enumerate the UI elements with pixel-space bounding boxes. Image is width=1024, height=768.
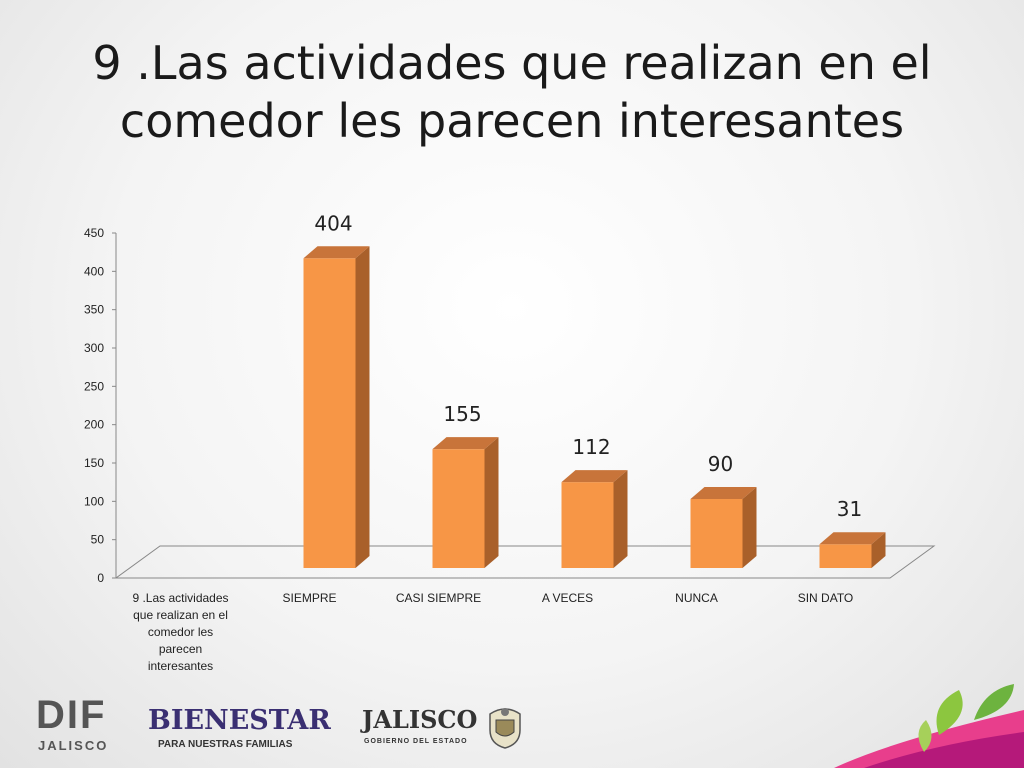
bar-top bbox=[819, 532, 886, 545]
bar bbox=[819, 532, 886, 568]
bar-side bbox=[871, 532, 886, 568]
floor-plane bbox=[114, 545, 936, 579]
bar-side bbox=[742, 487, 757, 568]
y-tick-label: 200 bbox=[84, 418, 104, 432]
bar-front bbox=[303, 258, 356, 568]
bars bbox=[303, 246, 886, 568]
y-tick-label: 50 bbox=[91, 533, 105, 547]
y-tick-label: 300 bbox=[84, 341, 104, 355]
leaf-decoration-icon bbox=[834, 684, 1024, 768]
data-label: 112 bbox=[572, 435, 610, 459]
footer-logos: DIF JALISCO BIENESTAR PARA NUESTRAS FAMI… bbox=[0, 680, 1024, 768]
jalisco-logo-sub: GOBIERNO DEL ESTADO bbox=[364, 738, 468, 745]
bar-side bbox=[484, 437, 499, 568]
y-tick-label: 100 bbox=[84, 494, 104, 508]
y-tick-label: 250 bbox=[84, 379, 104, 393]
bar-front bbox=[432, 449, 485, 568]
bar-top bbox=[432, 437, 499, 450]
slide-title: 9 .Las actividades que realizan en el co… bbox=[92, 36, 932, 148]
y-tick-label: 150 bbox=[84, 456, 104, 470]
bar-front bbox=[690, 499, 743, 568]
bar bbox=[561, 470, 628, 568]
bar bbox=[690, 487, 757, 568]
data-labels: 404 155 112 90 31 bbox=[314, 211, 862, 521]
x-tick-label: 9 .Las actividades que realizan en el co… bbox=[132, 591, 229, 673]
coat-of-arms-icon bbox=[489, 708, 521, 749]
bienestar-logo-sub: PARA NUESTRAS FAMILIAS bbox=[158, 739, 293, 750]
y-tick-label: 450 bbox=[84, 226, 104, 240]
data-label: 90 bbox=[708, 452, 733, 476]
jalisco-logo-main: JALISCO bbox=[362, 705, 478, 734]
bar-front bbox=[561, 482, 614, 568]
bar bbox=[303, 246, 370, 568]
x-tick-label: SIN DATO bbox=[797, 591, 854, 605]
y-axis: 0 50 100 150 200 250 300 350 400 450 bbox=[84, 226, 117, 585]
x-tick-label: NUNCA bbox=[675, 591, 718, 605]
y-tick-label: 400 bbox=[84, 264, 104, 278]
y-tick-label: 0 bbox=[97, 571, 104, 585]
chart-floor bbox=[114, 545, 936, 579]
bar-top bbox=[690, 487, 757, 499]
bar-side bbox=[613, 470, 628, 568]
bar bbox=[432, 437, 499, 568]
dif-logo: DIF JALISCO bbox=[36, 694, 116, 754]
data-label: 155 bbox=[443, 402, 481, 426]
data-label: 404 bbox=[314, 211, 352, 235]
bar-front bbox=[819, 544, 872, 568]
jalisco-logo: JALISCO GOBIERNO DEL ESTADO bbox=[362, 706, 542, 756]
bar-side bbox=[355, 246, 370, 568]
y-tick-label: 350 bbox=[84, 303, 104, 317]
data-label: 31 bbox=[837, 497, 862, 521]
x-tick-label: CASI SIEMPRE bbox=[395, 591, 482, 605]
x-tick-label: SIEMPRE bbox=[282, 591, 337, 605]
x-tick-label: A VECES bbox=[541, 591, 594, 605]
bienestar-logo: BIENESTAR PARA NUESTRAS FAMILIAS bbox=[148, 705, 331, 756]
bienestar-logo-main: BIENESTAR bbox=[148, 705, 331, 736]
dif-logo-sub: JALISCO bbox=[38, 738, 109, 753]
bar-top bbox=[303, 246, 370, 259]
dif-logo-main: DIF bbox=[36, 693, 107, 737]
bar-top bbox=[561, 470, 628, 483]
